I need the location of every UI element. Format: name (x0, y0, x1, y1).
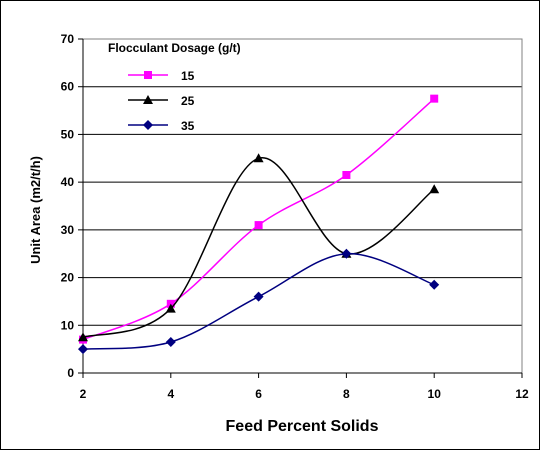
x-tick-label-4: 4 (167, 387, 174, 401)
legend-label-25: 25 (181, 94, 195, 108)
series-25-line (82, 157, 435, 338)
legend-item-25: 25 (128, 94, 195, 108)
y-tick-labels: 0 10 20 30 40 50 60 70 (61, 32, 83, 380)
y-tick-label-40: 40 (61, 175, 75, 189)
x-tick-label-2: 2 (80, 387, 87, 401)
series-25-point-4 (165, 303, 176, 313)
series-35-point-8 (341, 248, 352, 259)
legend-title: Flocculant Dosage (g/t) (108, 41, 241, 55)
x-tick-label-12: 12 (515, 387, 529, 401)
series-35-point-2 (78, 344, 88, 355)
y-tick-label-10: 10 (61, 318, 75, 332)
y-tick-label-50: 50 (61, 127, 75, 141)
y-axis-title: Unit Area (m2/t/h) (28, 156, 43, 264)
x-tick-labels: 2 4 6 8 10 12 (80, 373, 529, 401)
series-15-point-8 (342, 170, 351, 179)
x-tick-label-6: 6 (255, 387, 262, 401)
plot-area (82, 38, 523, 374)
x-tick-label-10: 10 (428, 387, 442, 401)
legend-label-35: 35 (181, 119, 195, 133)
series-15 (79, 94, 439, 344)
legend-swatch-marker-25 (143, 95, 153, 104)
series-15-point-10 (430, 94, 439, 103)
x-axis-title: Feed Percent Solids (226, 418, 379, 435)
legend-swatch-marker-35 (143, 120, 153, 130)
series-25-point-2 (78, 332, 88, 342)
y-tick-label-0: 0 (67, 366, 74, 380)
series-25-point-10 (429, 184, 440, 194)
grid-lines (83, 86, 522, 326)
axes (82, 39, 522, 374)
legend-item-15: 15 (128, 69, 195, 83)
series-group (78, 94, 440, 355)
series-25-point-6 (253, 153, 264, 163)
legend-label-15: 15 (181, 69, 195, 83)
x-tick-label-8: 8 (343, 387, 350, 401)
series-35 (78, 248, 440, 355)
y-tick-label-60: 60 (61, 80, 75, 94)
legend-swatch-marker-15 (144, 71, 152, 79)
series-15-point-6 (254, 221, 263, 230)
y-tick-label-30: 30 (61, 223, 75, 237)
series-35-point-6 (253, 291, 264, 302)
series-35-point-10 (429, 279, 440, 290)
y-tick-label-70: 70 (61, 32, 75, 46)
legend: Flocculant Dosage (g/t) 15 25 35 (108, 41, 241, 133)
series-25 (78, 153, 440, 342)
y-tick-label-20: 20 (61, 271, 75, 285)
legend-item-35: 35 (128, 119, 195, 133)
series-35-point-4 (165, 336, 176, 347)
